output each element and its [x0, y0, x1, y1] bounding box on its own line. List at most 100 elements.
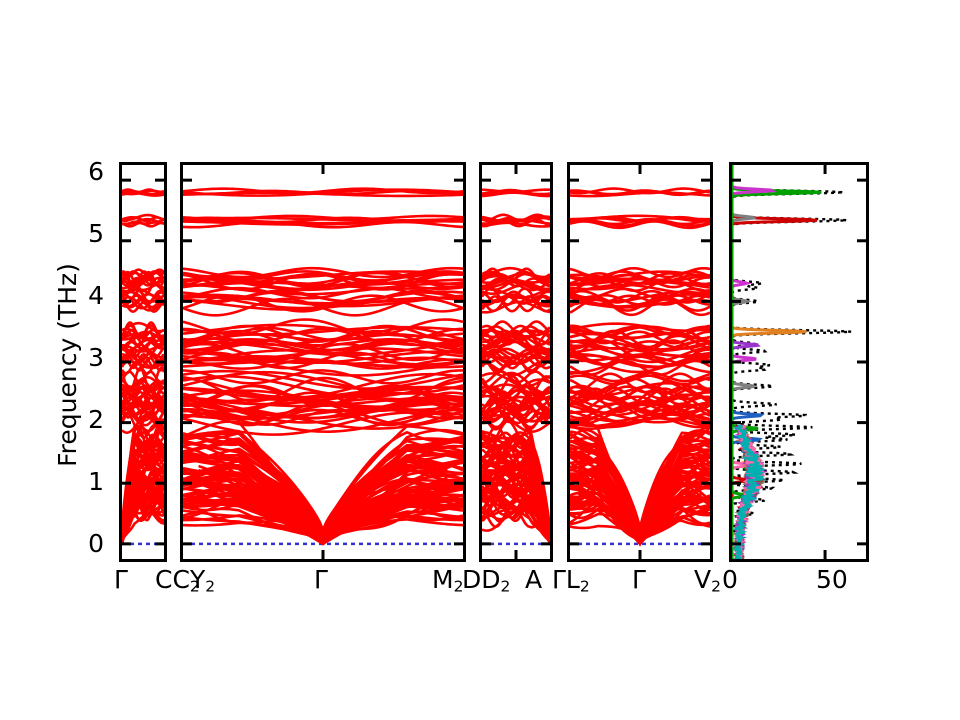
- band-curve: [183, 273, 463, 285]
- band-panel-4: [567, 162, 713, 562]
- band-panel-3: [479, 162, 553, 562]
- band-curve: [183, 411, 463, 436]
- phonon-bands: [183, 187, 463, 546]
- y-tick-1: 1: [88, 467, 104, 496]
- band-curve: [183, 337, 463, 347]
- band-curve: [122, 277, 164, 288]
- band-curve: [183, 339, 463, 352]
- band-curve: [122, 403, 164, 419]
- band-curve: [183, 341, 463, 357]
- band-curve: [482, 281, 550, 291]
- band-curve: [183, 278, 463, 287]
- acoustic-branch: [122, 462, 142, 545]
- phonon-bands: [482, 188, 550, 545]
- x-tick-cc2: CC2: [155, 565, 200, 596]
- band-curve: [570, 293, 710, 308]
- band-curve: [122, 338, 164, 353]
- y-tick-6: 6: [88, 157, 104, 186]
- y-tick-4: 4: [88, 281, 104, 310]
- band-curve: [482, 270, 550, 280]
- band-curve: [183, 188, 463, 197]
- band-curve: [570, 219, 710, 227]
- dos-x-tick-50: 50: [816, 565, 848, 594]
- band-curve: [183, 293, 463, 308]
- panel-ticks: [183, 165, 463, 559]
- band-curve: [570, 298, 710, 309]
- band-curve: [183, 355, 463, 368]
- band-curve: [183, 220, 463, 226]
- panel-ticks: [570, 165, 710, 559]
- panel-ticks: [482, 165, 550, 559]
- band-panel-2: [180, 162, 466, 562]
- band-curve: [183, 408, 463, 433]
- x-tick-dd2: DD2: [462, 565, 511, 596]
- y-tick-0: 0: [88, 529, 104, 558]
- band-curve: [183, 360, 463, 369]
- band-curve: [183, 407, 463, 421]
- band-curve: [183, 503, 463, 542]
- band-curve: [122, 213, 164, 222]
- band-curve: [570, 354, 710, 369]
- y-tick-2: 2: [88, 405, 104, 434]
- band-curve: [183, 296, 463, 311]
- band-curve: [122, 270, 164, 287]
- band-curve: [482, 290, 550, 304]
- band-curve: [122, 292, 164, 309]
- dos-x-tick-0: 0: [722, 565, 738, 594]
- band-curve: [570, 338, 710, 352]
- y-tick-5: 5: [88, 219, 104, 248]
- band-curve: [122, 295, 164, 312]
- band-curve: [482, 293, 550, 308]
- x-tick-gamma-2: Γ: [314, 565, 328, 594]
- band-curve: [122, 189, 164, 196]
- band-curve: [570, 270, 710, 280]
- band-curve: [122, 188, 164, 194]
- band-curve: [183, 385, 463, 400]
- band-curve: [183, 397, 463, 424]
- acoustic-branch: [577, 462, 703, 547]
- x-tick-gamma-1: Γ: [114, 565, 128, 594]
- x-tick-m2: M2: [432, 565, 464, 596]
- band-curve: [570, 385, 710, 400]
- band-curve: [482, 338, 550, 352]
- band-curve: [482, 218, 550, 228]
- band-curve: [183, 291, 463, 303]
- dos-ticks: [732, 165, 866, 559]
- band-curve: [183, 358, 463, 377]
- band-curve: [482, 354, 550, 368]
- band-curve: [570, 374, 710, 386]
- band-curve: [122, 352, 164, 362]
- band-curve: [482, 350, 550, 365]
- band-curve: [482, 507, 550, 542]
- band-curve: [122, 370, 164, 384]
- band-curve: [482, 300, 550, 314]
- phonon-bands: [570, 187, 710, 547]
- band-curve: [482, 188, 550, 197]
- x-tick-a: A: [525, 565, 543, 594]
- band-curve: [183, 369, 463, 385]
- band-curve: [482, 372, 550, 388]
- band-curve: [570, 355, 710, 374]
- band-curve: [482, 406, 550, 423]
- band-curve: [183, 342, 463, 362]
- partial-dos-curve: [732, 165, 752, 559]
- band-curve: [482, 411, 550, 424]
- dos-panel: [729, 162, 869, 562]
- band-curve: [570, 344, 710, 364]
- band-curve: [482, 370, 550, 384]
- y-tick-3: 3: [88, 343, 104, 372]
- partial-dos-curve: [732, 424, 765, 559]
- band-curve: [122, 220, 164, 226]
- band-curve: [122, 324, 164, 338]
- band-curve: [482, 395, 550, 414]
- band-curve: [183, 391, 463, 406]
- acoustic-branch: [198, 464, 448, 546]
- band-curve: [482, 277, 550, 288]
- band-curve: [570, 402, 710, 427]
- band-curve: [183, 325, 463, 336]
- band-curve: [570, 289, 710, 304]
- band-curve: [183, 187, 463, 195]
- band-curve: [482, 334, 550, 349]
- band-curve: [570, 217, 710, 223]
